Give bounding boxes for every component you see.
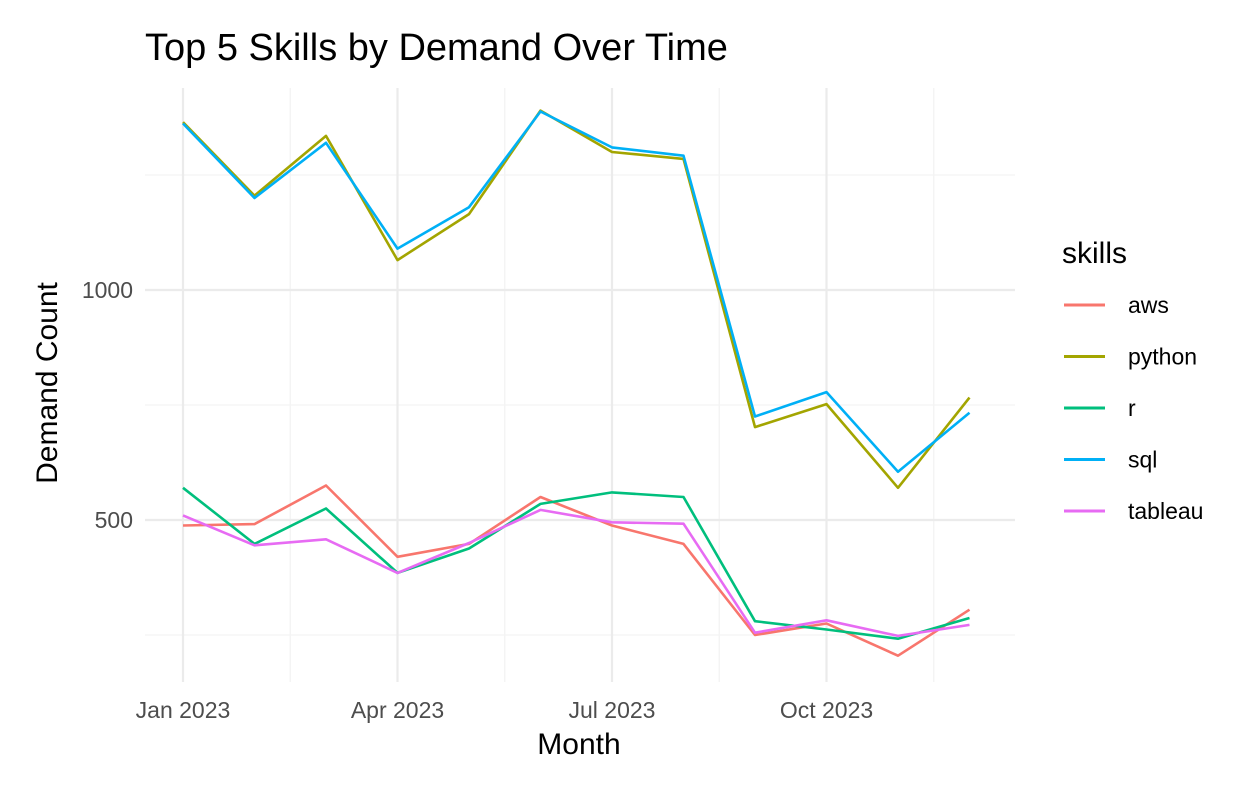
y-axis-title: Demand Count: [31, 281, 64, 483]
legend-label-python: python: [1128, 344, 1197, 370]
legend-label-tableau: tableau: [1128, 498, 1203, 524]
x-axis-ticks: Jan 2023 Apr 2023 Jul 2023 Oct 2023: [136, 697, 873, 723]
legend-label-sql: sql: [1128, 447, 1157, 473]
grid: [145, 88, 1015, 682]
series-line-python: [182, 109, 971, 490]
y-tick-label: 1000: [82, 277, 133, 303]
series-line-sql: [182, 110, 971, 474]
y-axis-ticks: 500 1000: [82, 277, 133, 533]
x-tick-label: Jan 2023: [136, 697, 231, 723]
x-tick-label: Apr 2023: [351, 697, 444, 723]
series-line-r: [182, 486, 970, 641]
y-tick-label: 500: [95, 507, 133, 533]
series-lines: [182, 109, 971, 658]
legend-title: skills: [1062, 237, 1127, 270]
chart-title: Top 5 Skills by Demand Over Time: [145, 27, 728, 69]
x-tick-label: Jul 2023: [569, 697, 656, 723]
x-tick-label: Oct 2023: [780, 697, 873, 723]
legend-label-r: r: [1128, 395, 1136, 421]
series-line-aws: [182, 484, 971, 658]
legend-label-aws: aws: [1128, 292, 1169, 318]
series-line-tableau: [182, 508, 970, 638]
x-axis-title: Month: [537, 728, 620, 761]
legend: skills aws python r sql tableau: [1062, 237, 1203, 524]
